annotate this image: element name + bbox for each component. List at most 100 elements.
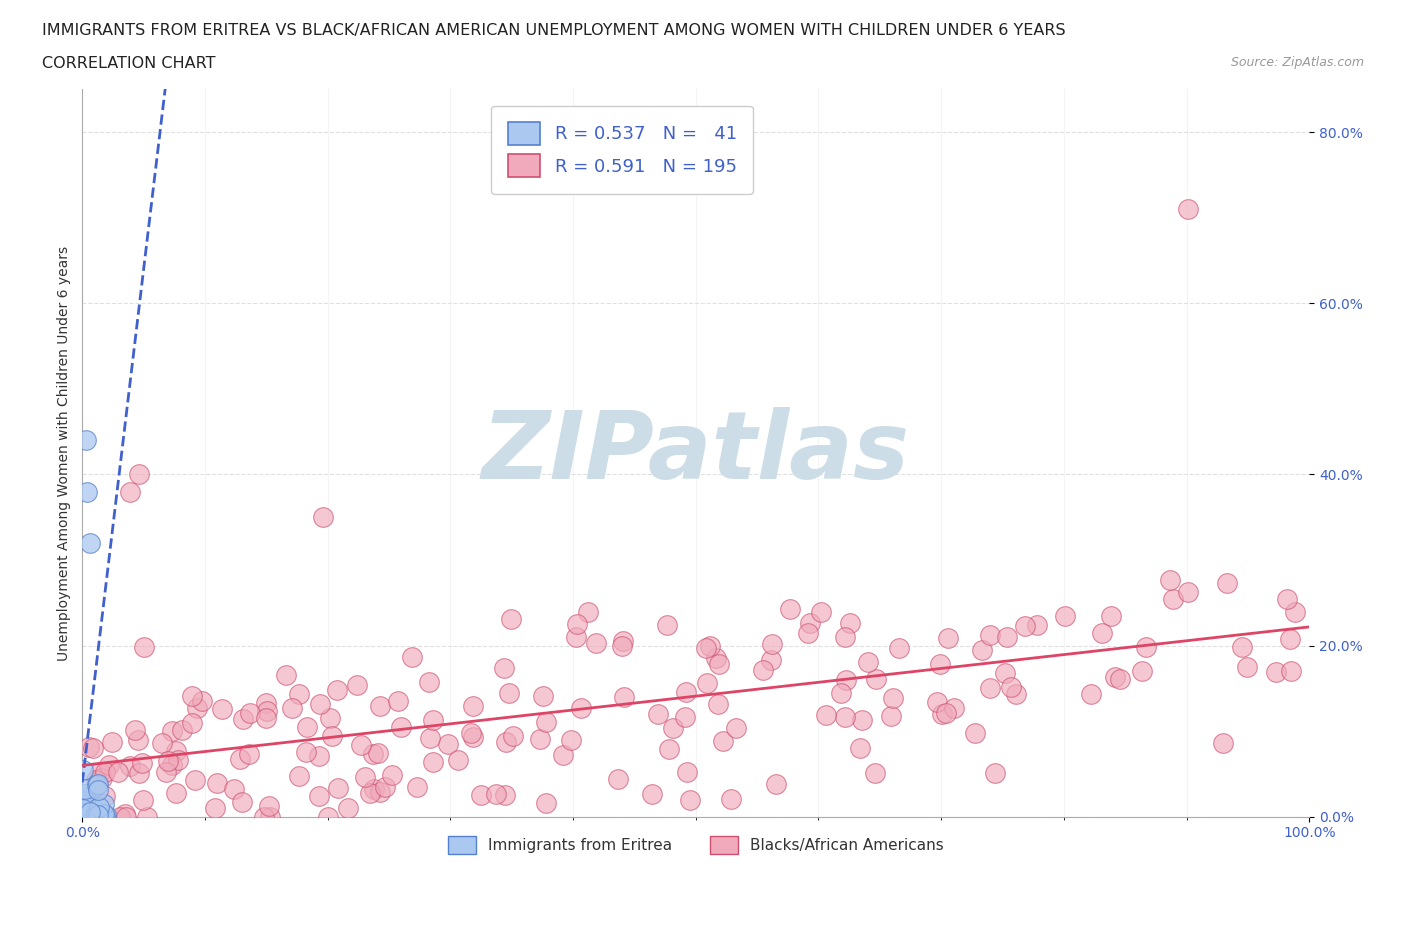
Point [308, 789, 330, 804]
Point [120, 759, 142, 774]
Point [82, 740, 104, 755]
Point [830, 685, 852, 700]
Point [706, 697, 728, 711]
Point [657, 618, 679, 632]
Point [256, 704, 278, 719]
Point [401, 649, 423, 664]
Point [87, 782, 110, 797]
Point [101, 735, 124, 750]
Point [1161, 591, 1184, 606]
Point [551, 748, 574, 763]
Point [190, 693, 212, 708]
Point [470, 788, 492, 803]
Point [1279, 664, 1302, 679]
Point [75, 432, 97, 447]
Point [94, 788, 117, 803]
Point [1130, 664, 1153, 679]
Point [536, 714, 558, 729]
Point [72, 806, 94, 821]
Point [389, 720, 412, 735]
Point [576, 604, 599, 619]
Point [114, 806, 136, 821]
Point [224, 781, 246, 796]
Point [943, 700, 966, 715]
Point [834, 710, 856, 724]
Point [167, 753, 190, 768]
Point [851, 712, 873, 727]
Point [1284, 604, 1306, 619]
Point [72, 801, 94, 816]
Point [406, 779, 429, 794]
Point [96, 808, 118, 823]
Point [779, 601, 801, 616]
Point [1159, 572, 1181, 587]
Point [363, 747, 385, 762]
Point [422, 712, 444, 727]
Point [560, 732, 582, 747]
Point [363, 781, 385, 796]
Point [136, 809, 159, 824]
Point [494, 788, 516, 803]
Point [437, 737, 460, 751]
Point [1080, 687, 1102, 702]
Point [183, 773, 205, 788]
Point [463, 730, 485, 745]
Point [281, 701, 304, 716]
Point [979, 680, 1001, 695]
Point [259, 809, 281, 824]
Point [1000, 680, 1022, 695]
Point [418, 674, 440, 689]
Point [94, 809, 117, 824]
Point [309, 697, 332, 711]
Point [93, 806, 115, 821]
Point [1177, 584, 1199, 599]
Point [326, 780, 349, 795]
Point [172, 723, 194, 737]
Point [498, 685, 520, 700]
Point [204, 800, 226, 815]
Point [165, 744, 187, 759]
Point [419, 731, 441, 746]
Point [319, 711, 342, 725]
Point [880, 709, 903, 724]
Point [368, 785, 391, 800]
Point [882, 690, 904, 705]
Point [128, 766, 150, 781]
Point [186, 700, 208, 715]
Point [72, 809, 94, 824]
Point [1014, 618, 1036, 633]
Point [288, 687, 311, 702]
Point [107, 764, 129, 779]
Point [72, 802, 94, 817]
Point [90, 808, 112, 823]
Point [257, 798, 280, 813]
Point [1236, 659, 1258, 674]
Point [759, 652, 782, 667]
Point [308, 749, 330, 764]
Point [797, 625, 820, 640]
Point [699, 638, 721, 653]
Point [84, 806, 107, 821]
Point [765, 777, 787, 791]
Point [82, 803, 104, 817]
Point [565, 617, 588, 631]
Point [73, 787, 96, 802]
Point [254, 711, 277, 725]
Point [295, 745, 318, 760]
Point [835, 672, 858, 687]
Y-axis label: Unemployment Among Women with Children Under 6 years: Unemployment Among Women with Children U… [58, 246, 72, 660]
Point [422, 754, 444, 769]
Point [613, 690, 636, 705]
Point [132, 793, 155, 808]
Point [935, 706, 957, 721]
Point [889, 641, 911, 656]
Point [673, 710, 696, 724]
Point [461, 698, 484, 713]
Point [128, 467, 150, 482]
Point [927, 695, 949, 710]
Point [675, 764, 697, 779]
Point [931, 707, 953, 722]
Point [640, 786, 662, 801]
Point [848, 740, 870, 755]
Point [1091, 625, 1114, 640]
